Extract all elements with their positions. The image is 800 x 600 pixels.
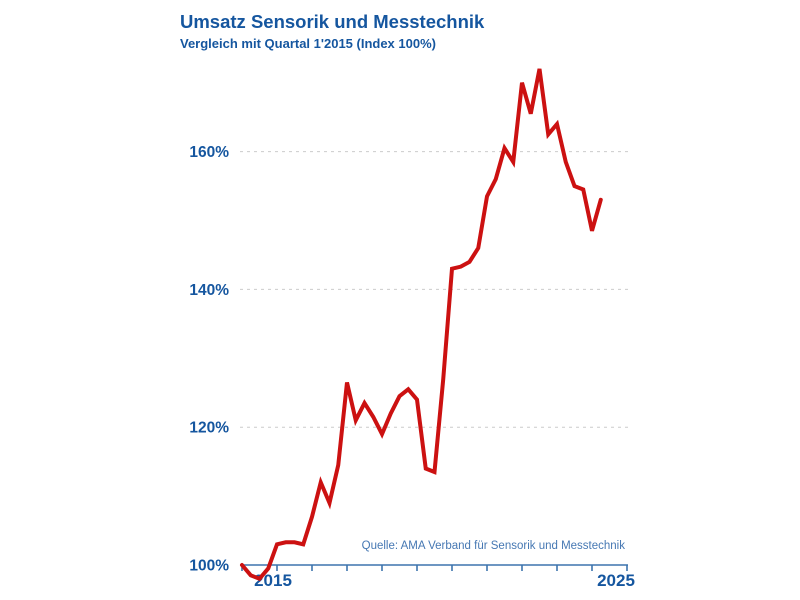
- x-axis-label: 2025: [597, 571, 635, 590]
- revenue-index-line: [240, 68, 603, 582]
- chart-subtitle: Vergleich mit Quartal 1'2015 (Index 100%…: [180, 36, 436, 51]
- source-caption: Quelle: AMA Verband für Sensorik und Mes…: [361, 540, 625, 552]
- y-axis-label: 160%: [189, 144, 229, 161]
- chart-header: Umsatz Sensorik und Messtechnik Vergleic…: [180, 10, 640, 52]
- y-axis-label: 100%: [189, 558, 229, 575]
- chart-title: Umsatz Sensorik und Messtechnik: [180, 11, 485, 32]
- y-axis-label: 140%: [189, 282, 229, 299]
- y-axis-label: 120%: [189, 420, 229, 437]
